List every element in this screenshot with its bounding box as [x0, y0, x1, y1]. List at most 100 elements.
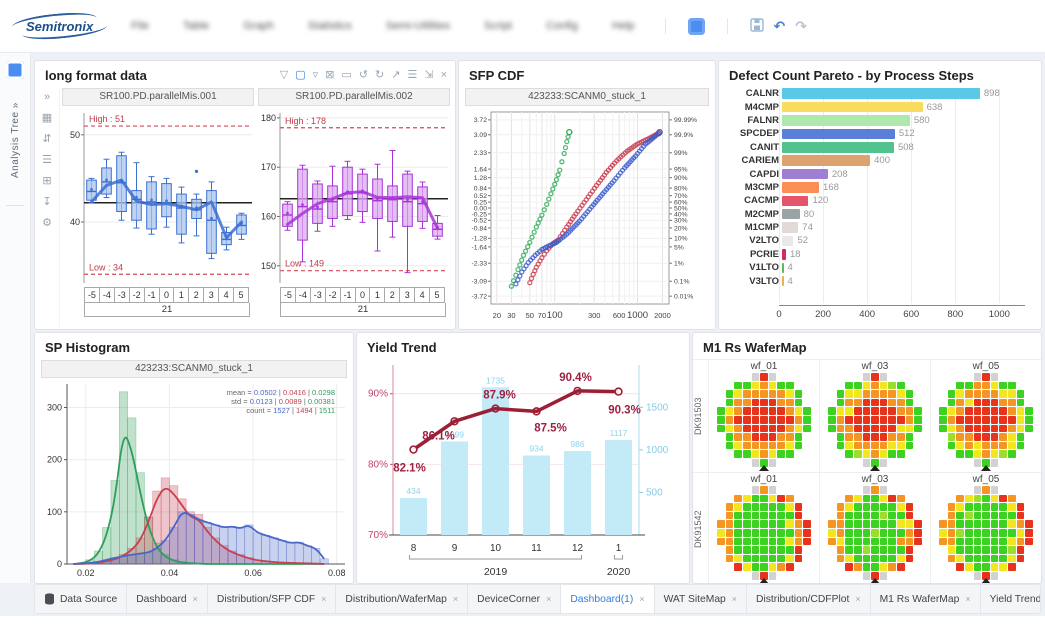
pareto-row[interactable]: PCRIE 18 [725, 248, 1033, 261]
copy-icon[interactable]: ⊞ [42, 175, 52, 187]
pareto-bar[interactable] [782, 182, 820, 193]
pareto-row[interactable]: V2LTO 52 [725, 234, 1033, 247]
wafer-map[interactable]: wf_05 [930, 360, 1041, 472]
histogram-chart[interactable]: 423233:SCANM0_stuck_1 0 100 200 300 0.02 0.04 0… [35, 360, 353, 583]
wafer-map[interactable]: wf_01 [708, 473, 819, 583]
tab-yield-trend[interactable]: Yield Trend× [981, 585, 1040, 613]
die-cell [1025, 563, 1033, 571]
pareto-bar[interactable] [782, 235, 794, 247]
pareto-row[interactable]: M4CMP 638 [725, 100, 1033, 113]
rotate-left-icon[interactable]: ↺ [358, 69, 369, 81]
tab-dashboard[interactable]: Dashboard × [127, 585, 208, 613]
menu-item-5[interactable]: Script [484, 20, 513, 32]
pareto-row[interactable]: V3LTO 4 [725, 274, 1033, 287]
tab-distribution-cdfplot[interactable]: Distribution/CDFPlot × [747, 585, 871, 613]
pareto-row[interactable]: FALNR 580 [725, 114, 1033, 127]
pareto-bar[interactable] [782, 142, 894, 153]
pareto-bar[interactable] [782, 168, 828, 180]
tab-data-source[interactable]: Data Source [35, 585, 128, 613]
tab-devicecorner[interactable]: DeviceCorner × [468, 585, 562, 613]
pareto-bar[interactable] [782, 208, 800, 220]
undo-button[interactable]: ↶ [773, 18, 786, 34]
pareto-bar[interactable] [782, 222, 799, 233]
menu-item-6[interactable]: Config [546, 20, 578, 32]
yield-chart[interactable]: 70% 80% 90% 500 1000 1500 434 1099 1735 934 986 111… [357, 359, 689, 583]
app-icon[interactable] [6, 61, 24, 79]
pareto-row[interactable]: M1CMP 74 [725, 221, 1033, 234]
pareto-row[interactable]: CALNR 898 [725, 87, 1033, 100]
menu-item-7[interactable]: Help [611, 20, 635, 32]
filter-icon[interactable]: ▽ [279, 69, 289, 81]
tab-dashboard-1-[interactable]: Dashboard(1) × [561, 585, 655, 613]
collapse-icon[interactable]: » [43, 91, 51, 103]
pareto-row[interactable]: CACMP 120 [725, 194, 1033, 207]
tab-close-icon[interactable]: × [192, 594, 198, 604]
list-icon[interactable]: ☰ [407, 69, 418, 81]
svg-text:70%: 70% [674, 193, 688, 200]
boxplot-1[interactable]: SR100.PD.parallelMis.001 40 50 High : 51 Low… [60, 87, 256, 327]
die-cell [973, 520, 982, 528]
pareto-row[interactable]: SPCDEP 512 [725, 127, 1033, 140]
menu-item-4[interactable]: Semi-Utilities [385, 20, 450, 32]
download-icon[interactable]: ↧ [42, 196, 52, 208]
cdf-chart[interactable]: 423233:SCANM0_stuck_1 20 30 50 70 100 300 600 10… [459, 88, 715, 327]
tab-m1-rs-wafermap[interactable]: M1 Rs WaferMap × [871, 585, 981, 613]
analysis-tree-label[interactable]: Analysis Tree » [9, 102, 21, 178]
menu-item-0[interactable]: File [131, 20, 149, 32]
tab-close-icon[interactable]: × [965, 594, 971, 604]
settings-icon[interactable]: ⚙ [42, 217, 52, 229]
close-icon[interactable]: × [440, 69, 447, 81]
pareto-bar[interactable] [782, 88, 980, 99]
app-button[interactable] [687, 17, 705, 35]
pareto-bar[interactable] [782, 155, 871, 166]
redo-button[interactable]: ↷ [795, 18, 808, 34]
tab-close-icon[interactable]: × [321, 594, 327, 604]
box-select-icon[interactable]: ▢ [295, 69, 306, 81]
wafer-map[interactable]: wf_03 [819, 473, 930, 583]
lasso-icon[interactable]: ▿ [312, 69, 319, 81]
rect-zoom-icon[interactable]: ▭ [341, 69, 352, 81]
pareto-bar[interactable] [782, 275, 784, 287]
menu-item-1[interactable]: Table [182, 20, 210, 32]
wafer-map[interactable]: wf_03 [819, 360, 930, 472]
pareto-row[interactable]: V1LTO 4 [725, 261, 1033, 274]
boxplot-2[interactable]: SR100.PD.parallelMis.002 150 160 170 180 High… [256, 87, 452, 327]
wafer-map[interactable]: wf_05 [930, 473, 1041, 583]
tab-close-icon[interactable]: × [546, 594, 552, 604]
clear-selection-icon[interactable]: ⊠ [325, 69, 335, 81]
pareto-row[interactable]: M3CMP 168 [725, 181, 1033, 194]
wafer-map[interactable]: wf_01 [708, 360, 819, 472]
pareto-bar[interactable] [782, 101, 923, 113]
list-icon[interactable]: ☰ [42, 154, 52, 166]
tab-close-icon[interactable]: × [639, 594, 645, 604]
pareto-bar[interactable] [782, 249, 786, 260]
pareto-row[interactable]: CANIT 508 [725, 141, 1033, 154]
menu-item-2[interactable]: Graph [243, 20, 274, 32]
tab-distribution-sfp-cdf[interactable]: Distribution/SFP CDF × [208, 585, 337, 613]
pareto-row[interactable]: M2CMP 80 [725, 208, 1033, 221]
tab-distribution-wafermap[interactable]: Distribution/WaferMap × [336, 585, 469, 613]
dashboard-icon[interactable]: ▦ [41, 112, 53, 124]
open-icon[interactable]: ↗ [391, 69, 401, 81]
menu-item-3[interactable]: Statistics [307, 20, 352, 32]
pareto-chart[interactable]: CALNR 898 M4CMP 638 FALNR 580 SPCDEP 512 CANIT 50… [725, 87, 1033, 323]
tab-wat-sitemap[interactable]: WAT SiteMap × [655, 585, 748, 613]
die-cell [854, 528, 862, 537]
die-cell [914, 503, 922, 511]
rotate-right-icon[interactable]: ↻ [375, 69, 385, 81]
wafermap-grid[interactable]: DK91503 wf_01 wf_03 wf_05 DK91542 wf_01 wf_03 w… [693, 359, 1041, 583]
pareto-row[interactable]: CAPDI 208 [725, 167, 1033, 180]
pareto-bar[interactable] [782, 115, 910, 126]
pareto-bar[interactable] [782, 195, 809, 207]
svg-text:1%: 1% [674, 261, 684, 268]
tab-close-icon[interactable]: × [855, 594, 861, 604]
die-cell [845, 537, 854, 546]
expand-icon[interactable]: ⇲ [424, 69, 434, 81]
save-button[interactable] [749, 17, 764, 35]
pareto-bar[interactable] [782, 262, 784, 274]
sliders-icon[interactable]: ⇵ [42, 133, 52, 145]
tab-close-icon[interactable]: × [452, 594, 459, 604]
tab-close-icon[interactable]: × [731, 594, 738, 604]
pareto-row[interactable]: CARIEM 400 [725, 154, 1033, 167]
pareto-bar[interactable] [782, 128, 895, 140]
